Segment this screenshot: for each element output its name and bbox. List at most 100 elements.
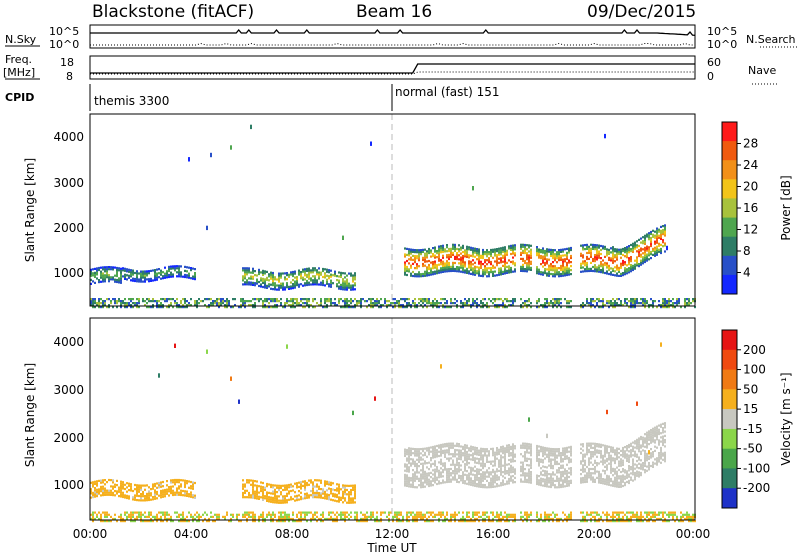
heatmap-cell [454,243,456,246]
heatmap-cell [252,483,254,487]
heatmap-cell [430,463,432,466]
heatmap-cell [92,268,94,271]
heatmap-cell [320,304,322,307]
heatmap-cell [164,517,166,521]
heatmap-cell [306,302,308,305]
heatmap-cell [438,259,440,262]
heatmap-cell [458,244,460,247]
heatmap-cell [406,463,408,466]
heatmap-cell [174,493,176,496]
heatmap-cell [108,304,110,307]
heatmap-cell [426,474,428,477]
heatmap-cell [592,515,594,518]
heatmap-cell [406,453,408,456]
heatmap-cell [570,269,572,272]
heatmap-cell [128,484,130,487]
heatmap-cell [262,279,264,282]
heatmap-cell [562,270,564,273]
heatmap-cell [132,489,134,493]
heatmap-cell [470,445,472,448]
heatmap-cell [458,443,460,446]
heatmap-cell [582,304,584,307]
heatmap-cell [602,247,604,250]
heatmap-cell [580,479,582,482]
heatmap-cell [324,492,326,496]
heatmap-cell [582,248,584,251]
heatmap-cell [600,248,602,252]
heatmap-cell [318,492,320,495]
heatmap-cell [260,513,262,516]
heatmap-cell [276,486,278,489]
heatmap-cell [120,513,122,516]
heatmap-cell [612,255,614,258]
heatmap-cell [512,248,514,251]
heatmap-cell [156,276,158,279]
heatmap-cell [120,489,122,492]
heatmap-cell [256,278,258,281]
heatmap-cell [180,300,182,303]
heatmap-cell [474,251,476,254]
heatmap-cell [624,269,626,272]
heatmap-cell [260,271,262,274]
heatmap-cell [268,496,270,499]
heatmap-cell [100,490,102,493]
heatmap-cell [528,417,530,422]
heatmap-cell [434,460,436,463]
heatmap-cell [120,277,122,280]
heatmap-cell [408,302,410,305]
heatmap-cell [316,491,318,495]
heatmap-cell [292,285,294,288]
heatmap-cell [374,300,376,303]
heatmap-cell [110,268,112,271]
heatmap-cell [600,244,602,248]
heatmap-cell [294,499,296,502]
heatmap-cell [338,483,340,486]
heatmap-cell [508,267,510,270]
heatmap-cell [102,268,104,271]
heatmap-cell [328,271,330,274]
heatmap-cell [404,480,406,483]
heatmap-cell [472,446,474,449]
heatmap-cell [468,256,470,259]
heatmap-cell [220,304,222,307]
heatmap-cell [182,479,184,482]
heatmap-cell [338,485,340,488]
heatmap-cell [352,306,354,309]
heatmap-cell [424,462,426,465]
heatmap-cell [168,298,170,301]
heatmap-cell [178,306,180,309]
heatmap-cell [422,300,424,303]
heatmap-cell [480,473,482,476]
heatmap-cell [350,499,352,502]
heatmap-cell [442,520,444,523]
heatmap-cell [348,272,350,275]
heatmap-cell [594,300,596,303]
heatmap-cell [582,449,584,452]
heatmap-cell [252,304,254,307]
heatmap-cell [142,484,144,487]
heatmap-cell [526,464,528,467]
heatmap-cell [630,306,632,309]
heatmap-cell [612,259,614,262]
heatmap-cell [448,451,450,454]
heatmap-cell [252,281,254,284]
heatmap-cell [254,270,256,273]
heatmap-cell [104,515,106,518]
heatmap-cell [462,306,464,309]
heatmap-cell [560,256,562,259]
heatmap-cell [538,481,540,484]
heatmap-cell [110,278,112,281]
heatmap-cell [510,266,512,270]
heatmap-cell [248,271,250,274]
heatmap-cell [456,463,458,467]
heatmap-cell [282,306,284,309]
heatmap-cell [142,270,144,273]
heatmap-cell [434,449,436,452]
heatmap-cell [160,302,162,305]
heatmap-cell [252,479,254,482]
heatmap-cell [446,513,448,516]
heatmap-cell [400,520,402,523]
heatmap-cell [482,517,484,521]
heatmap-cell [426,447,428,450]
heatmap-cell [444,468,446,471]
